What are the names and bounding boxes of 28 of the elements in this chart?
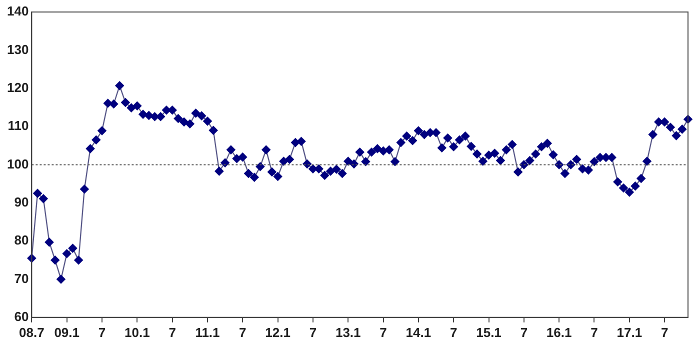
x-tick-label: 08.7 xyxy=(19,324,44,340)
x-tick-label: 7 xyxy=(168,324,176,340)
x-tick-label: 7 xyxy=(239,324,246,340)
y-tick-label: 130 xyxy=(6,42,29,57)
y-tick-label: 70 xyxy=(14,270,29,286)
x-tick-label: 16.1 xyxy=(546,324,572,340)
x-tick-label: 7 xyxy=(590,324,598,340)
y-tick-label: 120 xyxy=(6,80,29,95)
x-tick-label: 7 xyxy=(380,324,387,340)
x-tick-label: 09.1 xyxy=(54,324,80,340)
x-tick-label: 13.1 xyxy=(335,324,361,340)
y-tick-label: 90 xyxy=(14,194,29,210)
x-tick-label: 14.1 xyxy=(406,324,432,340)
y-tick-label: 140 xyxy=(6,4,29,19)
x-tick-label: 7 xyxy=(98,324,106,340)
y-tick-label: 80 xyxy=(14,232,29,248)
x-tick-label: 7 xyxy=(520,324,528,340)
y-tick-label: 110 xyxy=(8,118,29,134)
x-tick-label: 15.1 xyxy=(476,324,502,340)
x-tick-label: 12.1 xyxy=(265,324,290,340)
y-tick-label: 100 xyxy=(6,156,29,172)
x-tick-label: 7 xyxy=(660,324,668,340)
x-tick-label: 7 xyxy=(309,324,317,340)
x-tick-label: 7 xyxy=(450,324,458,340)
x-tick-label: 11.1 xyxy=(195,324,220,340)
y-tick-label: 60 xyxy=(14,308,29,324)
x-tick-label: 10.1 xyxy=(124,324,150,340)
x-tick-label: 17.1 xyxy=(616,324,642,340)
